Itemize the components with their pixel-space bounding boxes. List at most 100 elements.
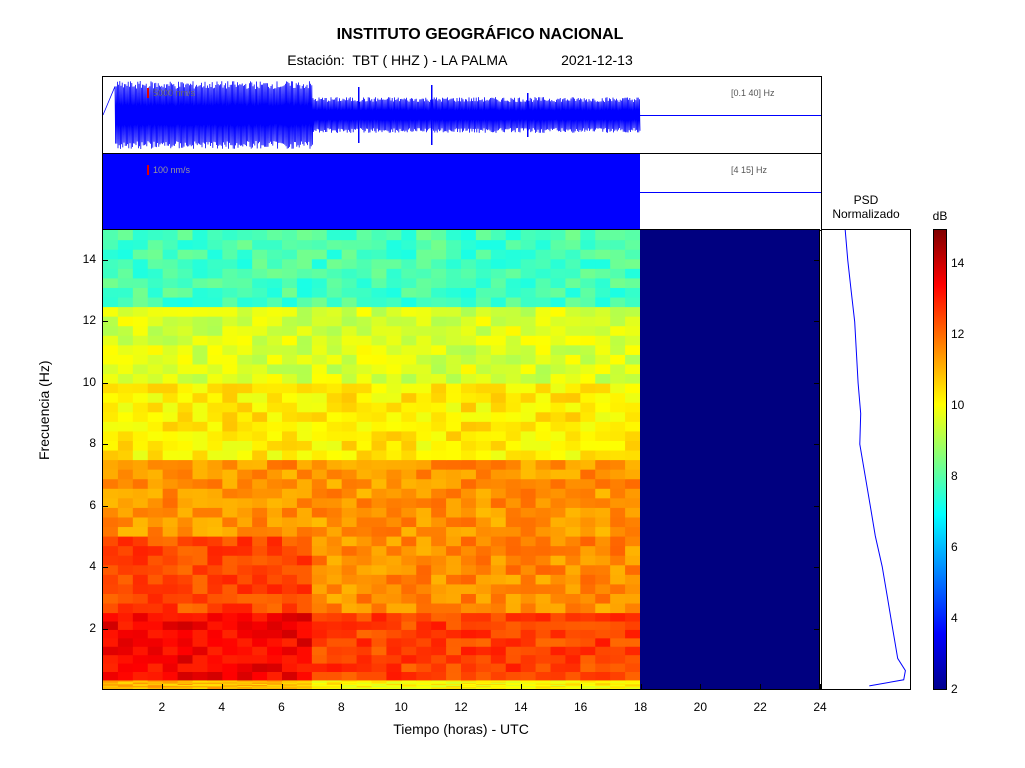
spectrogram-cell xyxy=(535,516,552,528)
spectrogram-cell xyxy=(550,335,567,346)
spectrogram-cell xyxy=(565,593,581,604)
spectrogram-cell xyxy=(282,683,298,686)
spectrogram-cell xyxy=(446,637,462,647)
spectrogram-cell xyxy=(401,296,417,308)
spectrogram-cell xyxy=(132,488,149,499)
spectrogram-cell xyxy=(177,402,194,413)
spectrogram-cell xyxy=(267,593,283,604)
spectrogram-cell xyxy=(222,574,238,585)
spectrogram-cell xyxy=(356,593,373,604)
spectrogram-cell xyxy=(177,682,194,684)
spectrogram-cell xyxy=(192,287,209,298)
spectrogram-cell xyxy=(132,430,149,441)
spectrogram-cell xyxy=(237,671,253,681)
spectrogram-cell xyxy=(490,373,507,384)
spectrogram-cell xyxy=(177,679,194,682)
spectrogram-cell xyxy=(505,488,522,499)
spectrogram-cell xyxy=(431,402,447,413)
spectrogram-cell xyxy=(207,249,223,260)
spectrogram-cell xyxy=(565,392,581,403)
spectrogram-cell xyxy=(401,239,417,250)
spectrogram-cell xyxy=(490,555,507,566)
spectrogram-cell xyxy=(207,536,223,547)
spectrogram-cell xyxy=(490,671,507,681)
spectrogram-cell xyxy=(386,277,402,288)
spectrogram-cell xyxy=(595,679,611,682)
spectrogram-cell xyxy=(296,564,313,575)
spectrogram-cell xyxy=(207,629,223,639)
spectrogram-cell xyxy=(282,316,298,327)
spectrogram-cell xyxy=(386,564,402,575)
spectrogram-cell xyxy=(475,363,492,375)
spectrogram-cell xyxy=(595,629,611,639)
spectrogram-cell xyxy=(595,421,611,432)
spectrogram-cell xyxy=(177,654,194,664)
spectrogram-cell xyxy=(550,583,567,594)
spectrogram-cell xyxy=(416,230,432,241)
spectrogram-cell xyxy=(237,545,253,556)
spectrogram-cell xyxy=(505,555,522,566)
spectrogram-cell xyxy=(580,363,596,375)
spectrogram-cell xyxy=(222,526,238,537)
spectrogram-cell xyxy=(311,637,328,647)
spectrogram-cell xyxy=(207,325,223,336)
spectrogram-cell xyxy=(192,654,209,664)
spectrogram-cell xyxy=(610,363,626,375)
spectrogram-cell xyxy=(431,459,447,470)
spectrogram-cell xyxy=(401,526,417,537)
spectrogram-cell xyxy=(267,555,283,566)
spectrogram-cell xyxy=(475,373,492,384)
spectrogram-cell xyxy=(341,488,358,499)
spectrogram-cell xyxy=(386,686,402,689)
psd-line xyxy=(844,230,906,687)
spectrogram-cell xyxy=(550,507,567,518)
spectrogram-cell xyxy=(103,662,119,673)
spectrogram-cell xyxy=(505,335,522,346)
spectrogram-cell xyxy=(401,684,417,687)
spectrogram-cell xyxy=(475,383,492,394)
spectrogram-cell xyxy=(296,402,313,413)
spectrogram-cell xyxy=(625,654,641,664)
spectrogram-cell xyxy=(431,449,447,461)
spectrogram-cell xyxy=(446,392,462,403)
spectrogram-cell xyxy=(446,671,462,681)
spectrogram-cell xyxy=(386,287,402,298)
spectrogram-cell xyxy=(103,449,119,461)
spectrogram-cell xyxy=(117,516,134,528)
spectrogram-cell xyxy=(431,344,447,355)
spectrogram-cell xyxy=(580,430,596,441)
spectrogram-cell xyxy=(132,277,149,288)
spectrogram-cell xyxy=(326,684,343,687)
spectrogram-cell xyxy=(207,449,223,461)
spectrogram-cell xyxy=(520,363,537,375)
spectrogram-cell xyxy=(177,686,194,689)
spectrogram-cell xyxy=(475,402,492,413)
spectrogram-cell xyxy=(296,316,313,327)
spectrogram-cell xyxy=(535,373,552,384)
spectrogram-cell xyxy=(237,682,253,684)
spectrogram-cell xyxy=(625,306,641,317)
spectrogram-cell xyxy=(505,440,522,451)
spectrogram-cell xyxy=(222,306,238,317)
spectrogram-cell xyxy=(595,459,611,470)
spectrogram-cell xyxy=(252,230,268,241)
spectrogram-cell xyxy=(580,383,596,394)
spectrogram-cell xyxy=(252,306,268,317)
spectrogram-cell xyxy=(222,230,238,241)
spectrogram-cell xyxy=(222,421,238,432)
spectrogram-cell xyxy=(147,239,164,250)
spectrogram-cell xyxy=(147,555,164,566)
spectrogram-cell xyxy=(461,249,477,260)
spectrogram-cell xyxy=(192,325,209,336)
spectrogram-cell xyxy=(610,316,626,327)
spectrogram-cell xyxy=(132,507,149,518)
spectrogram-cell xyxy=(580,258,596,269)
spectrogram-cell xyxy=(341,516,358,528)
spectrogram-cell xyxy=(296,516,313,528)
spectrogram-cell xyxy=(446,516,462,528)
spectrogram-cell xyxy=(162,268,179,279)
spectrogram-cell xyxy=(565,488,581,499)
spectrogram-cell xyxy=(103,440,119,451)
spectrogram-cell xyxy=(117,363,134,375)
spectrogram-cell xyxy=(207,680,223,683)
